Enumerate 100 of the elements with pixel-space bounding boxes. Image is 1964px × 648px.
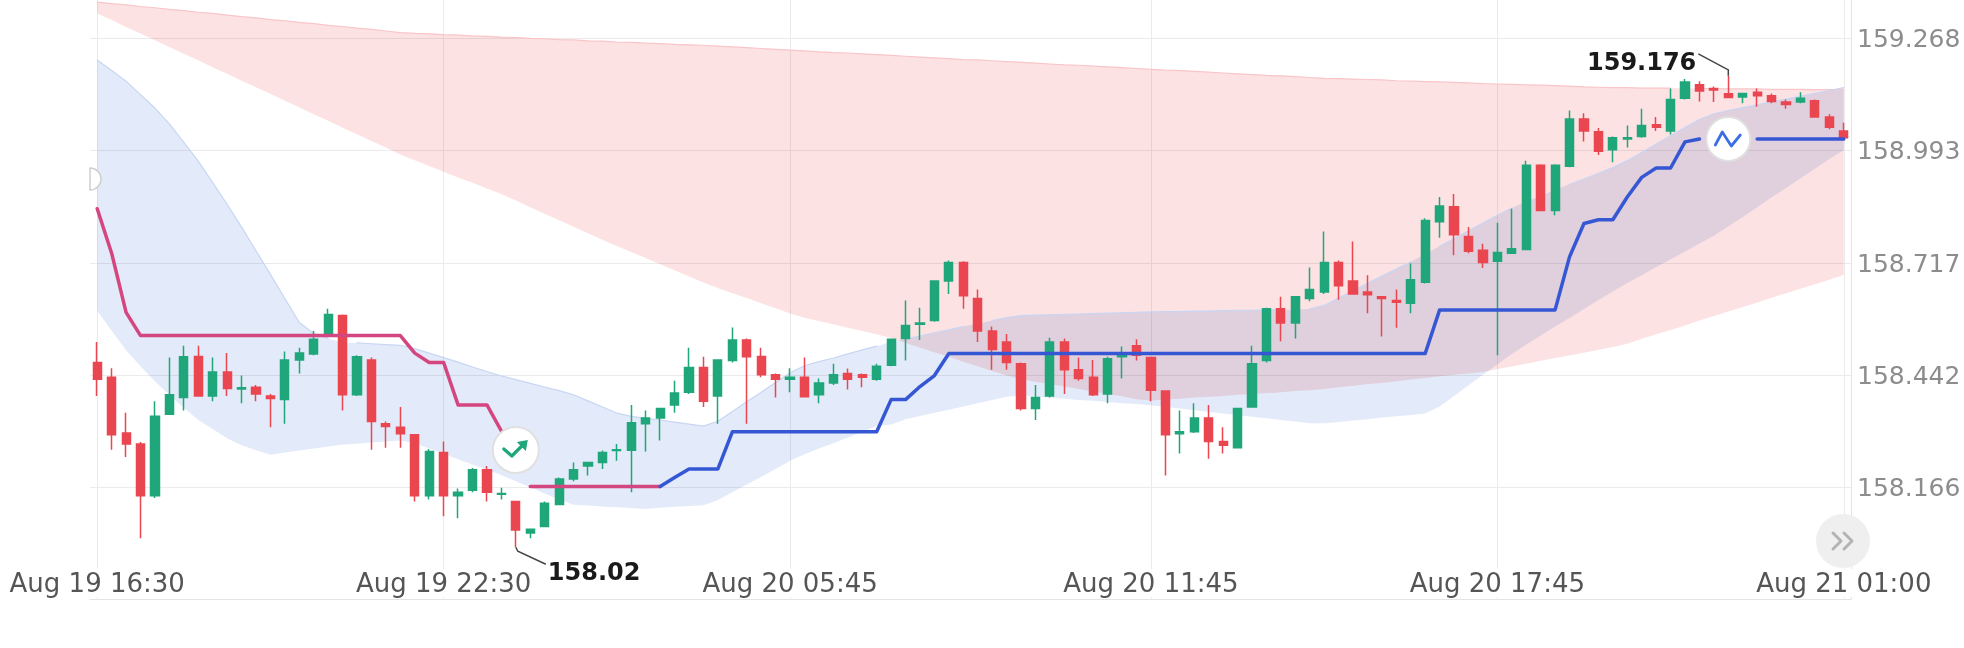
candlestick bbox=[1405, 262, 1416, 314]
candlestick bbox=[366, 356, 377, 451]
candlestick bbox=[1752, 87, 1763, 108]
candlestick bbox=[1290, 296, 1301, 340]
candlestick bbox=[1593, 127, 1604, 156]
candlestick bbox=[1073, 356, 1084, 382]
candlestick bbox=[1780, 98, 1792, 110]
candlestick bbox=[121, 411, 132, 458]
candlestick bbox=[1723, 75, 1734, 99]
candlestick bbox=[1564, 109, 1575, 168]
candlestick bbox=[1694, 80, 1705, 103]
candlestick bbox=[1795, 91, 1806, 104]
y-tick-label: 158.717 bbox=[1857, 248, 1961, 278]
candlestick bbox=[1059, 337, 1070, 395]
candlestick bbox=[1651, 116, 1662, 132]
candlestick bbox=[655, 407, 666, 442]
x-tick-label: Aug 21 01:00 bbox=[1756, 568, 1932, 598]
candlestick bbox=[799, 356, 810, 399]
candlestick bbox=[496, 486, 507, 501]
candlestick bbox=[1160, 389, 1171, 477]
y-tick-label: 158.993 bbox=[1857, 135, 1961, 165]
candlestick bbox=[741, 337, 752, 425]
candlestick bbox=[1145, 356, 1157, 402]
candlestick bbox=[452, 487, 464, 520]
candlestick bbox=[683, 347, 695, 395]
candlestick bbox=[987, 325, 998, 371]
candlestick bbox=[424, 448, 435, 501]
candlestick bbox=[698, 356, 709, 408]
candlestick bbox=[1838, 121, 1849, 142]
candlestick bbox=[1116, 345, 1128, 380]
candlestick bbox=[1463, 226, 1474, 254]
candlestick bbox=[1665, 87, 1676, 136]
annotation: 158.02 bbox=[547, 558, 641, 587]
candlestick bbox=[1766, 92, 1777, 104]
candlestick bbox=[207, 356, 218, 402]
candlestick bbox=[409, 433, 420, 503]
candlestick bbox=[323, 307, 334, 336]
candlestick bbox=[1088, 359, 1099, 397]
candlestick bbox=[1189, 402, 1200, 434]
candlestick bbox=[106, 367, 117, 451]
candlestick bbox=[1434, 196, 1445, 239]
x-tick-label: Aug 20 11:45 bbox=[1063, 568, 1239, 598]
candlestick bbox=[900, 299, 911, 362]
candlestick bbox=[1246, 345, 1258, 408]
candlestick bbox=[1477, 243, 1489, 269]
candlestick bbox=[1319, 230, 1330, 295]
candlestick bbox=[1347, 240, 1359, 295]
candlestick bbox=[380, 420, 391, 449]
candlestick bbox=[1708, 85, 1719, 103]
candlestick bbox=[236, 374, 247, 405]
candlestick bbox=[871, 362, 882, 382]
candlestick bbox=[135, 441, 146, 539]
candlestick bbox=[886, 337, 897, 367]
annotation: 159.176 bbox=[1586, 47, 1697, 76]
candlestick bbox=[611, 443, 622, 462]
candlestick bbox=[1203, 404, 1214, 460]
candlestick bbox=[1174, 409, 1185, 455]
candlestick bbox=[958, 260, 969, 310]
candlestick bbox=[539, 500, 550, 528]
candlestick bbox=[308, 330, 319, 356]
candlestick bbox=[1550, 163, 1561, 217]
candlestick bbox=[1492, 221, 1503, 356]
candlestick bbox=[756, 347, 767, 378]
candlestick bbox=[1044, 336, 1055, 399]
candlestick bbox=[813, 377, 825, 405]
y-tick-label: 158.442 bbox=[1857, 360, 1961, 390]
candlestick bbox=[481, 465, 493, 503]
candlestick bbox=[1391, 288, 1402, 329]
candlestick bbox=[1636, 108, 1647, 139]
candlestick bbox=[92, 341, 103, 397]
candlestick bbox=[712, 359, 723, 425]
x-tick-label: Aug 19 22:30 bbox=[355, 568, 532, 598]
candlestick bbox=[857, 372, 868, 389]
candlestick bbox=[438, 440, 449, 517]
candlestick bbox=[842, 367, 853, 391]
candlestick bbox=[510, 499, 521, 548]
candlestick bbox=[770, 372, 781, 399]
candlestick bbox=[1030, 384, 1041, 421]
candlestick bbox=[1622, 124, 1633, 149]
candlestick bbox=[1607, 135, 1618, 164]
candlestick bbox=[582, 461, 594, 477]
candlestick bbox=[467, 467, 478, 493]
y-tick-label: 158.166 bbox=[1857, 473, 1961, 503]
candlestick bbox=[1015, 361, 1027, 412]
candlestick bbox=[294, 347, 305, 375]
candlestick bbox=[568, 461, 579, 482]
candlestick bbox=[1679, 78, 1691, 101]
candlestick bbox=[149, 400, 161, 499]
candlestick bbox=[972, 288, 983, 343]
candlestick bbox=[784, 367, 796, 394]
candlestick bbox=[1232, 407, 1243, 449]
candlestick bbox=[1333, 259, 1344, 301]
candlestick bbox=[669, 380, 680, 414]
x-tick-label: Aug 20 17:45 bbox=[1409, 568, 1586, 598]
candlestick bbox=[193, 345, 204, 397]
candlestick bbox=[1102, 356, 1113, 405]
candlestick bbox=[164, 356, 175, 416]
candlestick bbox=[1809, 98, 1820, 119]
candlestick bbox=[914, 307, 926, 341]
candlestick bbox=[943, 259, 954, 295]
